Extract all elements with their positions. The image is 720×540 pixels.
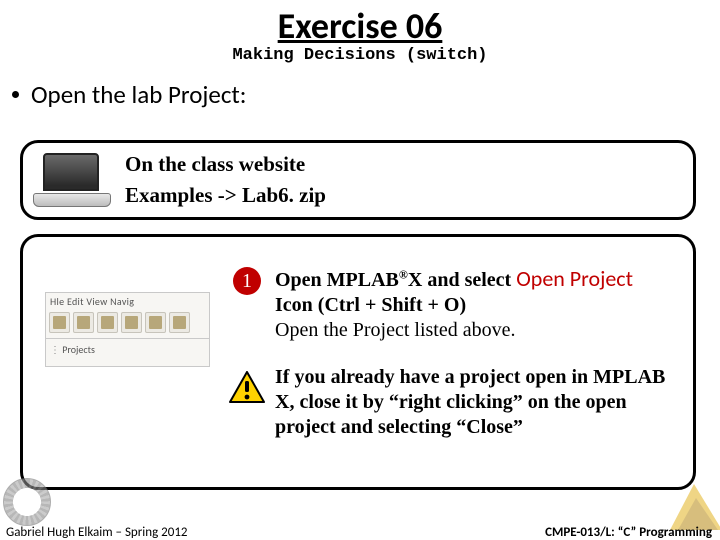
mplab-toolbar-screenshot: Hle Edit View Navig ⋮ Projects [45, 292, 210, 367]
bullet-row: Open the lab Project: [12, 79, 720, 110]
step-line2: Open the Project listed above. [275, 319, 516, 341]
toolbar-menu-text: Hle Edit View Navig [46, 293, 209, 312]
step-mid2: Icon (Ctrl + Shift + O) [275, 294, 466, 316]
step-pre: Open MPLAB [275, 269, 399, 291]
warning-icon [229, 371, 265, 403]
slide-subtitle: Making Decisions (switch) [0, 46, 720, 65]
toolbar-tab-label: Projects [62, 343, 95, 356]
bullet-text: Open the lab Project: [31, 79, 246, 110]
toolbar-tab-handle-icon: ⋮ [50, 343, 60, 356]
step-number-badge: 1 [233, 267, 261, 295]
seal-icon [3, 478, 51, 526]
location-line-2: Examples -> Lab6. zip [125, 180, 326, 212]
slide: Exercise 06 Making Decisions (switch) Op… [0, 8, 720, 540]
toolbar-button-icon [169, 312, 190, 333]
step-accent: Open Project [516, 265, 633, 292]
location-box: On the class website Examples -> Lab6. z… [20, 140, 696, 220]
laptop-icon [33, 153, 111, 207]
toolbar-icons-row [46, 312, 209, 336]
toolbar-tab-row: ⋮ Projects [46, 338, 209, 366]
footer-right: CMPE-013/L: “C” Programming [545, 525, 712, 540]
instruction-box: Hle Edit View Navig ⋮ Projects 1 Open MP… [20, 234, 696, 490]
toolbar-button-icon [73, 312, 94, 333]
toolbar-button-icon [145, 312, 166, 333]
slide-title: Exercise 06 [0, 8, 720, 46]
bullet-dot-icon [12, 91, 19, 98]
toolbar-button-icon [121, 312, 142, 333]
toolbar-button-icon [49, 312, 70, 333]
step-reg: ® [399, 267, 408, 281]
location-text: On the class website Examples -> Lab6. z… [125, 149, 326, 212]
warning-text: If you already have a project open in MP… [275, 365, 673, 440]
step-text: Open MPLAB®X and select Open Project Ico… [275, 265, 673, 343]
step-mid1: X and select [408, 269, 516, 291]
footer-left: Gabriel Hugh Elkaim – Spring 2012 [6, 525, 188, 540]
location-line-1: On the class website [125, 149, 326, 181]
toolbar-button-icon [97, 312, 118, 333]
